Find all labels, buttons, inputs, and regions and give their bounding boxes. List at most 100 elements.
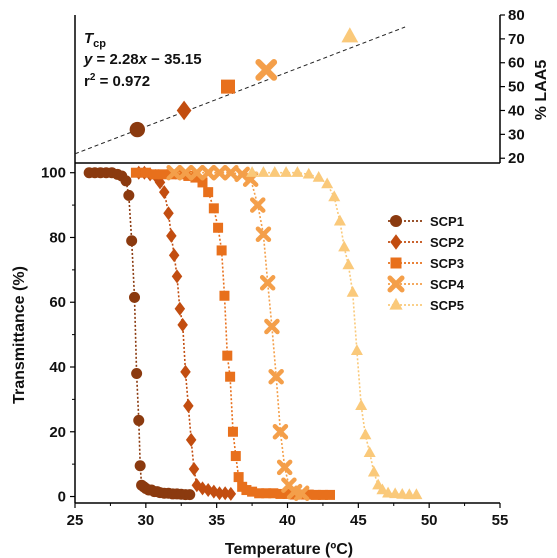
data-point [355, 399, 368, 411]
data-point [350, 344, 363, 356]
inset-panel [74, 26, 406, 155]
data-point [261, 488, 272, 499]
data-point [280, 166, 293, 177]
data-point [275, 488, 286, 499]
inset-y-tick-label: 60 [508, 55, 525, 72]
data-point [272, 424, 289, 440]
series-scp3 [130, 167, 335, 500]
data-point [177, 317, 188, 332]
series-line [135, 171, 330, 496]
x-tick-label: 25 [67, 512, 84, 529]
legend-label: SCP3 [430, 256, 464, 271]
legend-marker [390, 257, 402, 269]
data-point [241, 485, 252, 496]
series-scp5 [246, 166, 423, 500]
eq-rhs-1: = 2.28 [92, 51, 138, 68]
inset-y-tick-label: 20 [508, 150, 525, 167]
legend-label: SCP1 [430, 214, 464, 229]
data-point [157, 169, 168, 180]
legend-marker [387, 275, 405, 293]
data-point [247, 486, 258, 497]
x-tick-label: 50 [421, 512, 438, 529]
data-point [410, 488, 423, 500]
data-point [200, 164, 216, 181]
data-point [185, 432, 197, 447]
data-point [282, 488, 293, 499]
data-point [293, 485, 310, 502]
data-point [189, 164, 205, 181]
inset-y-tick-label: 40 [508, 102, 525, 119]
eq-rhs-2: − 35.15 [147, 51, 202, 68]
data-point [230, 451, 241, 462]
data-point [174, 169, 185, 180]
data-point [317, 489, 328, 500]
tcp-main: T [84, 30, 95, 47]
data-point [312, 170, 325, 182]
data-point [328, 190, 341, 202]
y-tick-label: 60 [49, 294, 66, 311]
inset-point [129, 121, 146, 138]
inset-y-tick-label: 50 [508, 79, 525, 96]
data-point [259, 275, 276, 291]
data-point [359, 428, 372, 440]
x-tick-label: 30 [137, 512, 154, 529]
data-point [310, 489, 321, 500]
data-point [222, 350, 233, 361]
data-point [126, 235, 138, 247]
data-point [302, 167, 315, 179]
data-point [133, 414, 145, 426]
inset-y-tick-label: 80 [508, 7, 525, 24]
data-point [211, 164, 228, 181]
data-point [219, 290, 230, 301]
x-tick-label: 35 [208, 512, 225, 529]
data-point [140, 167, 151, 178]
series-line [89, 171, 190, 496]
x-tick-label: 40 [279, 512, 296, 529]
data-point [268, 488, 279, 499]
data-point [268, 368, 284, 385]
data-point [134, 460, 146, 472]
series-scp1 [83, 167, 196, 501]
data-point [264, 318, 280, 335]
data-point [180, 364, 191, 379]
inset-y-tick-label: 70 [508, 31, 525, 48]
data-point [342, 258, 355, 270]
legend-marker [389, 214, 403, 228]
data-point [276, 459, 293, 476]
data-point [268, 166, 281, 177]
legend-item-scp4: SCP4 [387, 275, 465, 293]
data-point [321, 177, 334, 189]
inset-y-axis-title: % LAA5 [533, 60, 550, 121]
x-axis-title: Temperature (ºC) [225, 541, 353, 558]
inset-point [341, 27, 359, 43]
data-point [183, 398, 194, 413]
legend-label: SCP4 [430, 277, 465, 292]
data-point [174, 301, 186, 316]
r2-r: r [84, 73, 90, 90]
legend-item-scp1: SCP1 [388, 214, 464, 229]
data-point [168, 248, 180, 263]
data-point [123, 189, 135, 201]
legend-label: SCP2 [430, 235, 464, 250]
data-point [216, 245, 227, 256]
data-point [149, 169, 160, 180]
r-squared: r2 = 0.972 [84, 72, 150, 90]
r2-rest: = 0.972 [95, 73, 150, 90]
data-point [130, 167, 141, 178]
series-line [174, 171, 302, 495]
data-point [367, 465, 380, 477]
data-point [255, 226, 272, 242]
data-point [257, 166, 270, 177]
series-scp4 [166, 164, 310, 502]
data-point [225, 486, 237, 501]
legend-item-scp5: SCP5 [388, 297, 464, 313]
legend-marker [389, 297, 403, 310]
x-tick-label: 45 [350, 512, 367, 529]
y-tick-label: 20 [49, 424, 66, 441]
data-point [177, 164, 194, 181]
data-point [129, 291, 140, 303]
data-point [208, 203, 219, 214]
y-tick-label: 40 [49, 359, 66, 376]
inset-y-tick-label: 30 [508, 126, 525, 143]
